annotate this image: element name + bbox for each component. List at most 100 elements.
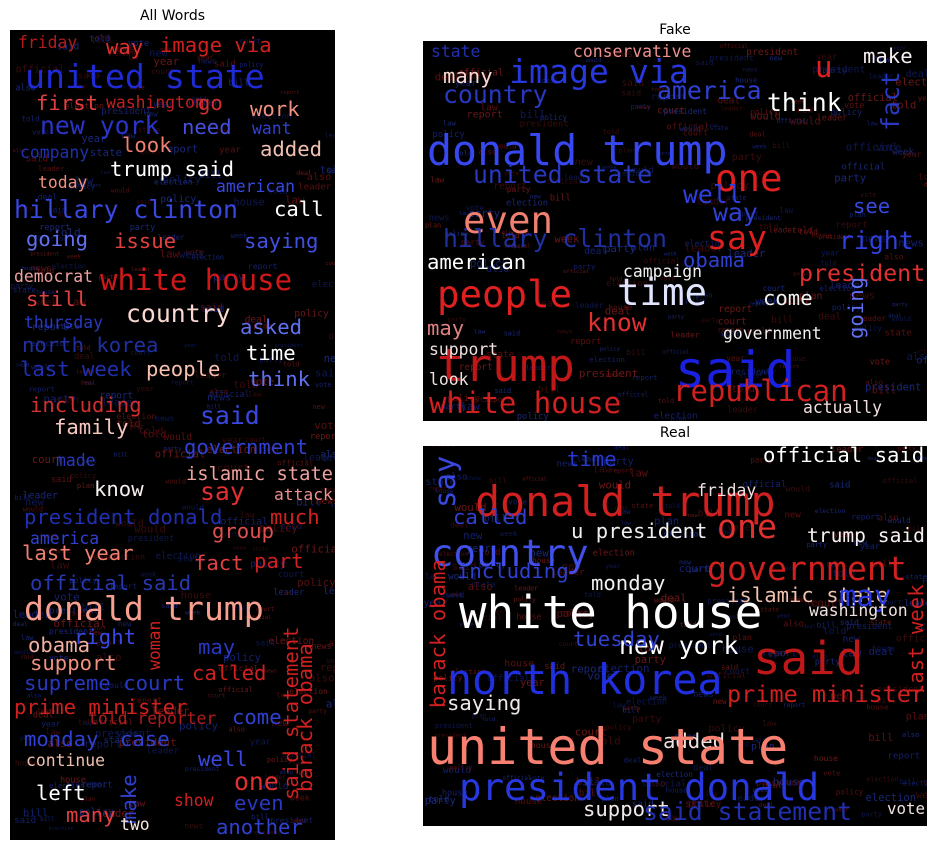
filler-word: deal xyxy=(74,352,94,362)
filler-word: would xyxy=(654,597,674,605)
word-white-house: white house xyxy=(459,585,762,639)
filler-word: told xyxy=(658,397,675,405)
filler-word: policy xyxy=(739,382,758,388)
word-see: see xyxy=(853,194,890,218)
filler-word: vote xyxy=(529,775,544,782)
filler-word: week xyxy=(125,419,142,427)
filler-word: state xyxy=(426,477,456,488)
word-said: said xyxy=(675,341,795,399)
filler-word: leader xyxy=(325,132,335,140)
filler-word: house xyxy=(786,355,806,363)
word-supreme-court: supreme court xyxy=(24,671,185,695)
word-republican: republican xyxy=(673,374,848,408)
filler-word: deal xyxy=(888,314,901,320)
filler-word: policy xyxy=(445,229,469,237)
filler-word: leader xyxy=(858,314,886,323)
filler-word: new xyxy=(688,513,699,519)
filler-word: official xyxy=(503,775,532,782)
filler-word: party xyxy=(163,446,181,453)
filler-word: news xyxy=(199,57,217,66)
filler-word: deal xyxy=(803,624,816,630)
word-woman: woman xyxy=(145,621,164,670)
filler-word: also xyxy=(15,84,35,94)
word-think: think xyxy=(767,88,842,117)
filler-word: would xyxy=(23,506,43,514)
filler-word: bill xyxy=(626,347,646,357)
word-democrat: democrat xyxy=(14,267,93,286)
word-white-house: white house xyxy=(100,263,292,297)
filler-word: said xyxy=(721,663,738,672)
filler-word: told xyxy=(603,128,620,136)
filler-word: year xyxy=(455,78,478,89)
filler-word: told xyxy=(680,620,697,629)
filler-word: also xyxy=(468,581,493,593)
filler-word: would xyxy=(260,781,289,792)
filler-word: year xyxy=(726,354,745,363)
filler-word: year xyxy=(292,817,308,825)
word-continue: continue xyxy=(26,751,105,770)
filler-word: new xyxy=(529,546,549,559)
word-washington: washington xyxy=(106,93,205,112)
filler-word: also xyxy=(307,172,331,183)
word-image-via: image via xyxy=(160,33,272,57)
word-president-donald: president donald xyxy=(459,765,819,809)
filler-word: house xyxy=(722,643,754,655)
filler-word: party xyxy=(732,152,762,163)
filler-word: year xyxy=(219,146,241,156)
filler-word: said xyxy=(256,637,276,647)
filler-word: president xyxy=(726,367,771,377)
word-another: another xyxy=(216,815,303,839)
word-country: country xyxy=(431,531,589,575)
word-way: way xyxy=(106,35,143,59)
filler-word: plan xyxy=(253,321,273,331)
word-time: time xyxy=(567,447,617,471)
filler-word: bill xyxy=(40,816,55,823)
filler-word: election xyxy=(866,792,917,804)
filler-word: house xyxy=(532,556,555,565)
filler-word: report xyxy=(632,373,658,382)
word-u-president: u president xyxy=(571,519,707,543)
word-many: many xyxy=(66,803,116,827)
filler-word: leader xyxy=(195,371,228,381)
filler-word: said xyxy=(71,609,92,619)
word-conservative: conservative xyxy=(573,42,691,61)
filler-word: would xyxy=(115,518,144,529)
filler-word: would xyxy=(443,765,471,776)
filler-word: bill xyxy=(873,559,893,569)
filler-word: report xyxy=(54,396,80,405)
filler-word: report xyxy=(100,391,134,402)
filler-word: official xyxy=(644,256,680,265)
filler-word: new xyxy=(149,49,168,60)
filler-word: policy xyxy=(605,723,632,732)
filler-word: new xyxy=(74,82,87,90)
word-work: work xyxy=(250,97,300,121)
filler-word: leader xyxy=(721,105,743,112)
word-need: need xyxy=(182,115,232,139)
filler-word: report xyxy=(310,432,335,442)
filler-word: policy xyxy=(70,183,95,191)
filler-word: told xyxy=(639,643,663,654)
word-country: country xyxy=(126,299,231,328)
filler-word: deal xyxy=(542,76,559,85)
filler-word: leader xyxy=(298,182,332,193)
filler-word: told xyxy=(91,35,111,45)
filler-word: news xyxy=(609,49,633,60)
filler-word: official xyxy=(487,674,530,684)
filler-word: news xyxy=(862,233,887,245)
word-friday: friday xyxy=(18,33,77,52)
filler-word: report xyxy=(508,244,527,250)
filler-word: policy xyxy=(447,394,480,404)
word-going: going xyxy=(26,227,88,251)
word-first: first xyxy=(36,91,98,115)
filler-word: said xyxy=(452,562,477,573)
word-called: called xyxy=(192,661,266,685)
word-know: know xyxy=(94,477,144,501)
filler-word: policy xyxy=(142,150,161,156)
filler-word: also xyxy=(12,148,25,154)
filler-word: year xyxy=(250,737,271,747)
filler-word: deal xyxy=(450,521,469,530)
filler-word: law xyxy=(248,389,262,398)
filler-word: president xyxy=(664,107,708,116)
word-think: think xyxy=(248,367,311,391)
filler-word: week xyxy=(447,592,463,600)
